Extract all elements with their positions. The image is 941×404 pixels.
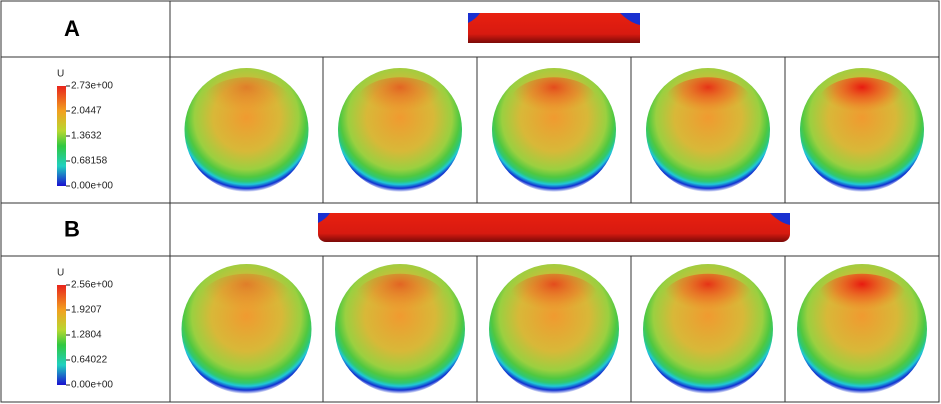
colorbar-label: 1.3632 — [71, 131, 102, 142]
colorbar — [57, 285, 66, 385]
colorbar-label: 0.64022 — [71, 355, 108, 366]
legend-title: U — [57, 69, 64, 80]
colorbar-label: 2.56e+00 — [71, 280, 113, 291]
pipe-front — [770, 213, 790, 225]
hot-zone — [354, 273, 446, 326]
panel-label: B — [64, 216, 80, 241]
colorbar-label: 1.2804 — [71, 330, 102, 341]
hot-zone — [508, 273, 600, 326]
pipe-front — [318, 213, 330, 223]
panel-label: A — [64, 16, 80, 41]
colorbar-label: 2.73e+00 — [71, 81, 113, 92]
panel-content: AU2.73e+002.04471.36320.681580.00e+00BU2… — [57, 13, 927, 394]
hot-zone — [510, 77, 598, 127]
colorbar — [57, 86, 66, 186]
colorbar-label: 1.9207 — [71, 305, 102, 316]
frame-cell — [784, 255, 940, 403]
pipe-front — [620, 13, 640, 25]
legend-title: U — [57, 268, 64, 279]
hot-zone — [664, 77, 752, 127]
hot-zone — [356, 77, 444, 127]
pipe-section — [318, 213, 790, 242]
hot-zone — [816, 273, 908, 326]
pipe-section — [468, 13, 640, 43]
pipe-front — [468, 13, 480, 23]
hot-zone — [201, 273, 292, 326]
colorbar-label: 2.0447 — [71, 106, 102, 117]
hot-zone — [203, 77, 290, 127]
hot-zone — [662, 273, 754, 326]
colorbar-label: 0.68158 — [71, 156, 108, 167]
colorbar-label: 0.00e+00 — [71, 181, 113, 192]
colorbar-label: 0.00e+00 — [71, 380, 113, 391]
hot-zone — [818, 77, 906, 127]
